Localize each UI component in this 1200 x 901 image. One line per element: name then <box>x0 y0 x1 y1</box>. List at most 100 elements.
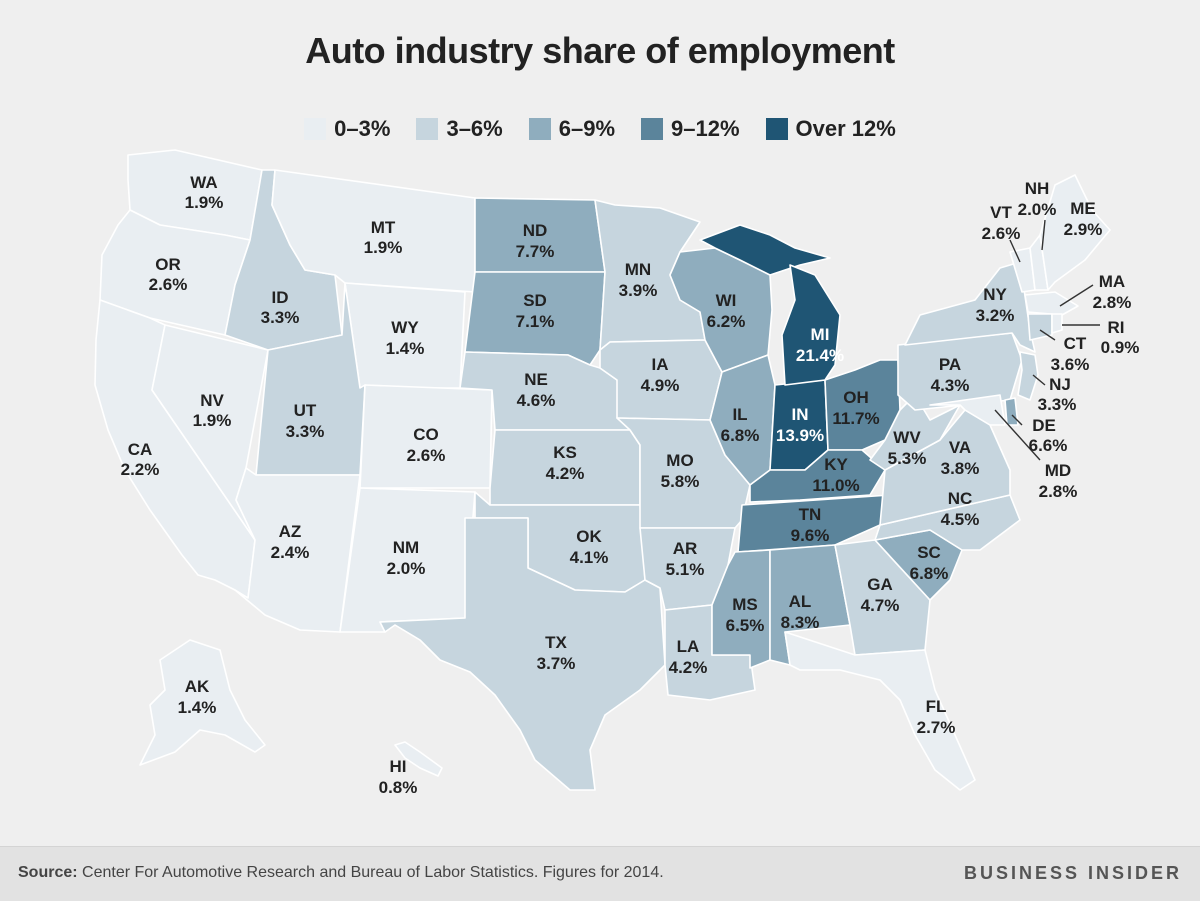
source-text: Center For Automotive Research and Burea… <box>77 864 664 881</box>
footer: Source: Center For Automotive Research a… <box>0 846 1200 901</box>
label-wa-value: 1.9% <box>185 193 224 212</box>
legend-item-over12: Over 12% <box>765 116 896 142</box>
label-fl-code: FL <box>926 697 947 716</box>
state-ky[interactable] <box>749 449 886 503</box>
legend-label: 6–9% <box>558 116 616 141</box>
label-ar-code: AR <box>673 539 698 558</box>
legend-label: 3–6% <box>446 116 503 141</box>
legend-item-0-3: 0–3% <box>304 116 390 142</box>
label-or-code: OR <box>155 255 181 274</box>
label-nc-code: NC <box>948 489 973 508</box>
state-nc[interactable] <box>874 494 1021 551</box>
label-ma-value: 2.8% <box>1093 293 1132 312</box>
label-nm-code: NM <box>393 538 419 557</box>
state-mi[interactable] <box>699 224 831 276</box>
label-tn-code: TN <box>799 505 822 524</box>
legend: 0–3% 3–6% 6–9% 9–12% Over 12% <box>0 116 1200 142</box>
label-ne-code: NE <box>524 370 548 389</box>
label-hi-code: HI <box>390 757 407 776</box>
label-me-code: ME <box>1070 199 1096 218</box>
label-ok-value: 4.1% <box>570 548 609 567</box>
label-ky-code: KY <box>824 455 848 474</box>
legend-item-9-12: 9–12% <box>641 116 740 142</box>
label-id-value: 3.3% <box>261 308 300 327</box>
label-mo-code: MO <box>666 451 693 470</box>
state-in[interactable] <box>769 379 829 471</box>
state-ma[interactable] <box>1024 291 1079 316</box>
label-mt-code: MT <box>371 218 396 237</box>
state-ak[interactable] <box>139 639 266 766</box>
label-wa-code: WA <box>190 173 217 192</box>
state-tn[interactable] <box>737 494 891 553</box>
label-nh-code: NH <box>1025 179 1050 198</box>
label-oh-value: 11.7% <box>832 409 879 428</box>
label-ks-value: 4.2% <box>546 464 585 483</box>
label-il-value: 6.8% <box>721 426 760 445</box>
state-ny[interactable] <box>904 261 1036 353</box>
state-va[interactable] <box>879 409 1011 526</box>
label-id-code: ID <box>272 288 289 307</box>
label-wv-code: WV <box>893 428 921 447</box>
label-co-value: 2.6% <box>407 446 446 465</box>
source-note: Source: Center For Automotive Research a… <box>18 864 664 882</box>
label-az-code: AZ <box>279 522 302 541</box>
legend-item-3-6: 3–6% <box>416 116 503 142</box>
state-fl[interactable] <box>784 631 976 791</box>
label-de-value: 6.6% <box>1029 436 1068 455</box>
label-nd-value: 7.7% <box>516 242 555 261</box>
label-vt-value: 2.6% <box>982 224 1021 243</box>
us-map: WA 1.9% OR 2.6% CA 2.2% NV 1.9% ID 3.3% … <box>94 149 1139 797</box>
label-al-code: AL <box>789 592 812 611</box>
state-hi[interactable] <box>394 741 443 777</box>
legend-label: Over 12% <box>795 116 896 141</box>
page-title: Auto industry share of employment <box>305 30 895 71</box>
legend-swatch <box>641 118 664 140</box>
legend-item-6-9: 6–9% <box>528 116 616 142</box>
label-vt-code: VT <box>990 203 1012 222</box>
label-mt-value: 1.9% <box>364 238 403 257</box>
label-ne-value: 4.6% <box>517 391 556 410</box>
label-nj-value: 3.3% <box>1038 395 1077 414</box>
label-tx-code: TX <box>545 633 567 652</box>
label-la-value: 4.2% <box>669 658 708 677</box>
state-mi-lower[interactable] <box>781 264 841 386</box>
label-sd-code: SD <box>523 291 547 310</box>
state-me[interactable] <box>1039 174 1111 291</box>
label-ct-code: CT <box>1064 334 1087 353</box>
label-de-code: DE <box>1032 416 1056 435</box>
label-az-value: 2.4% <box>271 543 310 562</box>
leader-line-de <box>1011 414 1023 426</box>
label-wy-value: 1.4% <box>386 339 425 358</box>
leader-lines <box>994 219 1100 461</box>
leader-line-ma <box>1059 284 1094 307</box>
state-ri[interactable] <box>1051 313 1063 334</box>
label-pa-code: PA <box>939 355 961 374</box>
label-ga-value: 4.7% <box>861 596 900 615</box>
state-nj[interactable] <box>1017 351 1039 401</box>
label-pa-value: 4.3% <box>931 376 970 395</box>
source-label: Source: <box>18 864 78 881</box>
label-sc-code: SC <box>917 543 941 562</box>
label-ks-code: KS <box>553 443 577 462</box>
label-ga-code: GA <box>867 575 893 594</box>
label-sd-value: 7.1% <box>516 312 555 331</box>
label-wv-value: 5.3% <box>888 449 927 468</box>
legend-swatch <box>765 118 788 140</box>
state-de[interactable] <box>1004 397 1019 426</box>
label-hi-value: 0.8% <box>379 778 418 797</box>
label-va-code: VA <box>949 438 971 457</box>
label-il-code: IL <box>732 405 747 424</box>
label-nh-value: 2.0% <box>1018 200 1057 219</box>
label-mn-value: 3.9% <box>619 281 658 300</box>
label-ma-code: MA <box>1099 272 1125 291</box>
label-or-value: 2.6% <box>149 275 188 294</box>
label-ia-code: IA <box>652 355 669 374</box>
label-ms-code: MS <box>732 595 758 614</box>
label-la-code: LA <box>677 637 700 656</box>
state-md[interactable] <box>929 394 1006 426</box>
label-nv-value: 1.9% <box>193 411 232 430</box>
label-ny-value: 3.2% <box>976 306 1015 325</box>
label-wy-code: WY <box>391 318 419 337</box>
label-mo-value: 5.8% <box>661 472 700 491</box>
state-tx[interactable] <box>379 517 666 791</box>
